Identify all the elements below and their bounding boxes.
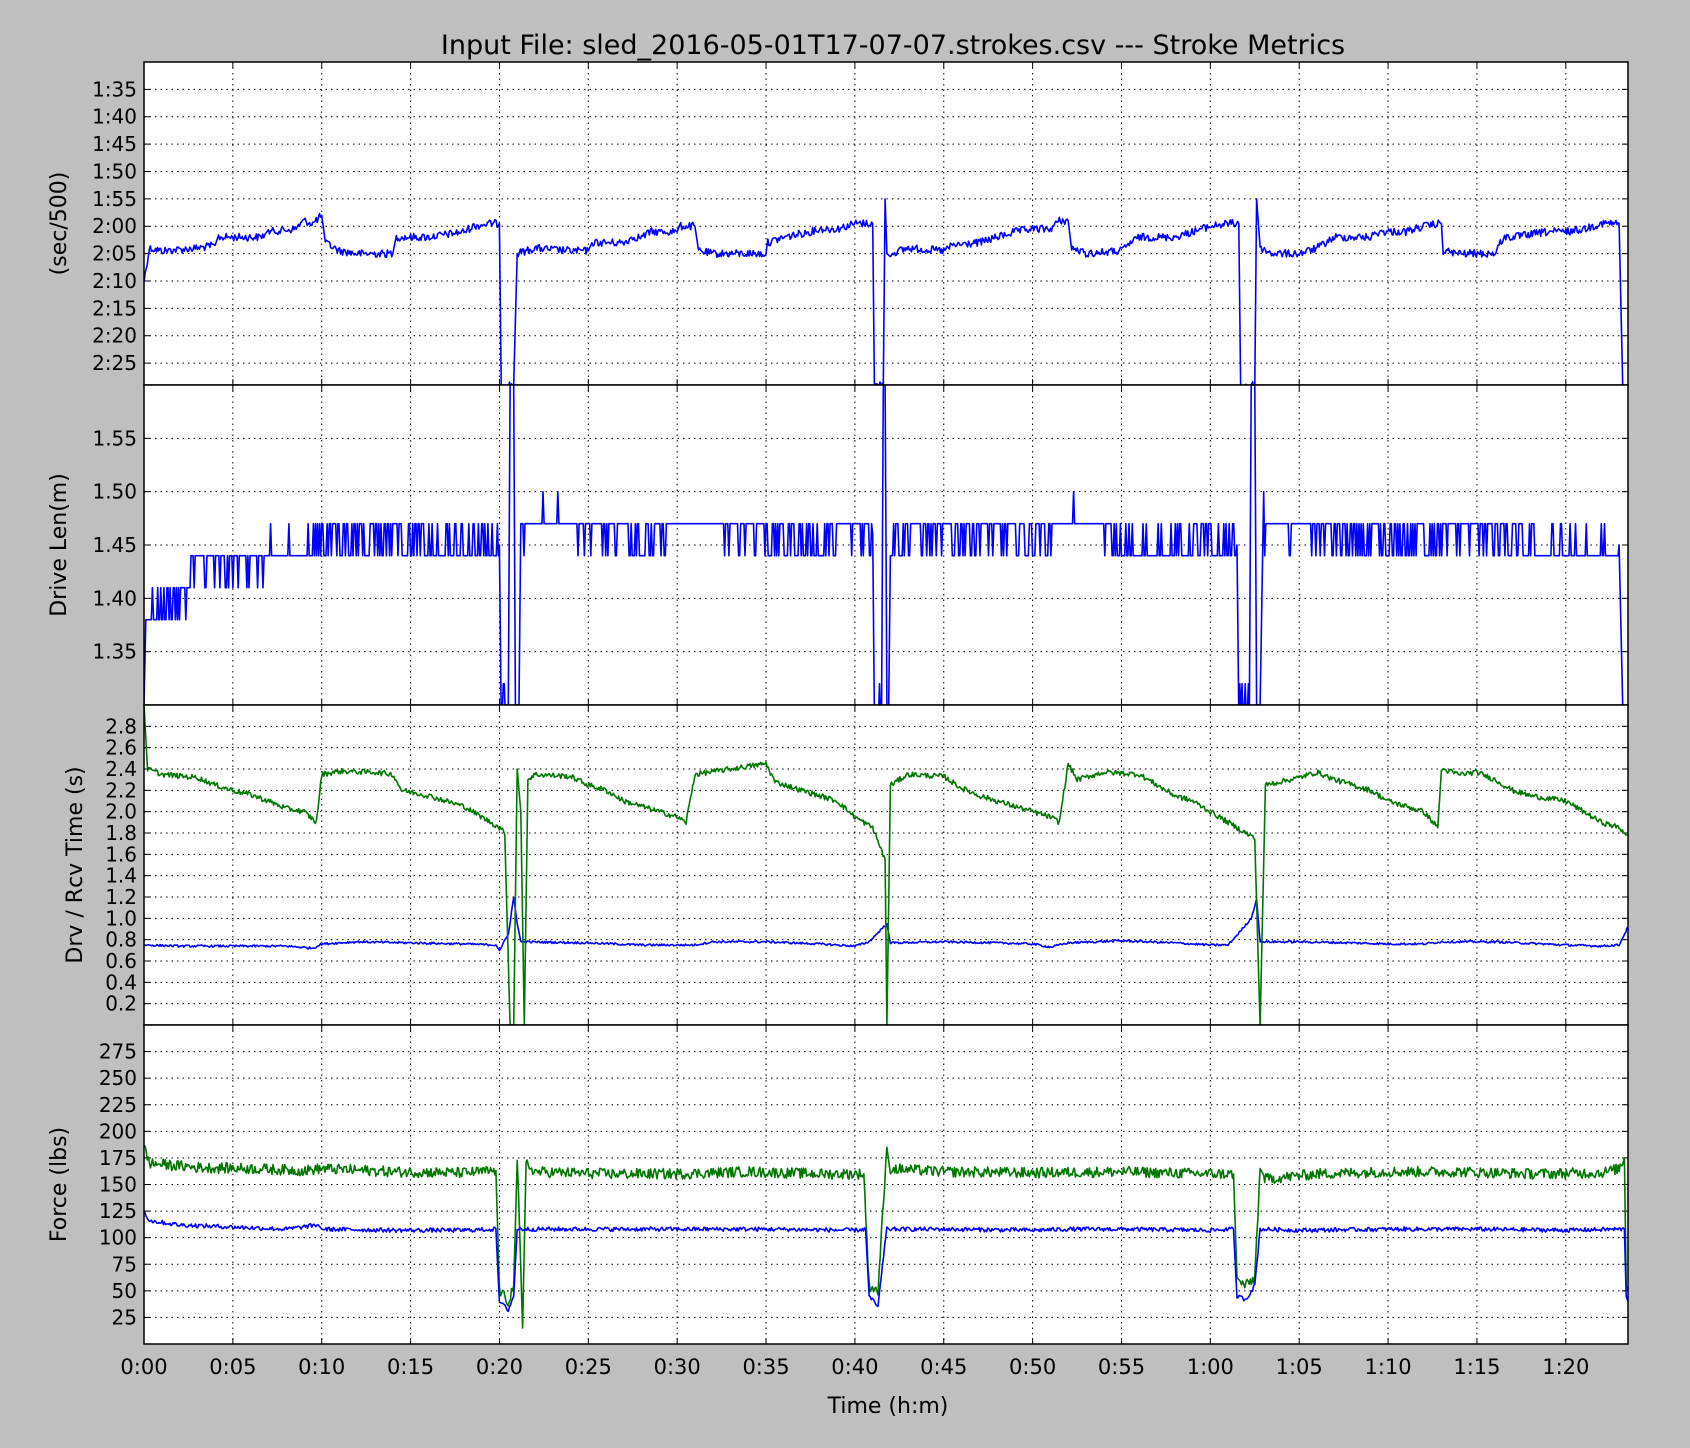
y-axis-label: Force (lbs) — [47, 1127, 72, 1242]
y-tick-label: 1:40 — [92, 105, 137, 129]
x-tick-label: 0:40 — [831, 1355, 878, 1379]
y-tick-label: 1:50 — [92, 159, 137, 183]
y-tick-label: 2.0 — [105, 800, 137, 824]
x-tick-label: 1:05 — [1276, 1355, 1323, 1379]
subplot-panels: 1:35 1:40 1:45 1:50 1:55 2:00 2:05 2:10 2:15 2:20… — [47, 61, 1629, 1345]
series-line-2 — [144, 705, 1628, 1025]
y-tick-label: 1.0 — [105, 906, 137, 930]
y-tick-label: 125 — [99, 1199, 137, 1223]
y-tick-label: 175 — [99, 1146, 137, 1170]
y-axis-label: (sec/500) — [47, 172, 72, 276]
y-tick-label: 100 — [99, 1226, 137, 1250]
y-tick-label: 200 — [99, 1119, 137, 1143]
y-tick-label: 25 — [112, 1305, 137, 1329]
y-tick-label: 1.55 — [92, 426, 137, 450]
y-axis-label: Drv / Rcv Time (s) — [63, 766, 88, 963]
y-tick-label: 75 — [112, 1252, 137, 1276]
subplot-2: 1.35 1.40 1.45 1.50 1.55 Drive Len(m) — [47, 384, 1629, 706]
y-tick-label: 1.6 — [105, 842, 137, 866]
x-axis-ticks: 0:00 0:05 0:10 0:15 0:20 0:25 0:30 0:35 0:40 0:45… — [120, 1355, 1589, 1379]
x-tick-label: 0:05 — [209, 1355, 256, 1379]
series-line-1 — [144, 1144, 1628, 1329]
y-tick-label: 1.50 — [92, 480, 137, 504]
y-tick-label: 2:05 — [92, 242, 137, 266]
y-tick-label: 2.2 — [105, 778, 137, 802]
y-tick-label: 2:20 — [92, 324, 137, 348]
y-tick-label: 1:35 — [92, 77, 137, 101]
series-line-1 — [144, 198, 1624, 385]
x-tick-label: 0:00 — [120, 1355, 167, 1379]
x-tick-label: 1:10 — [1364, 1355, 1411, 1379]
y-tick-label: 1.45 — [92, 533, 137, 557]
x-tick-label: 0:35 — [742, 1355, 789, 1379]
x-tick-label: 1:15 — [1453, 1355, 1500, 1379]
y-tick-label: 2.8 — [105, 714, 137, 738]
y-tick-label: 1.8 — [105, 821, 137, 845]
subplot-3: 0.20.40.60.81.01.21.41.61.82.02.22.42.62… — [63, 704, 1629, 1026]
y-tick-label: 2:10 — [92, 269, 137, 293]
plot-area-background — [144, 1025, 1628, 1344]
x-axis-label: Time (h:m) — [827, 1394, 949, 1419]
y-tick-label: 275 — [99, 1040, 137, 1064]
x-tick-label: 0:20 — [476, 1355, 523, 1379]
x-tick-label: 1:20 — [1542, 1355, 1589, 1379]
x-tick-label: 0:25 — [565, 1355, 612, 1379]
series-line-1 — [144, 385, 1624, 705]
y-tick-label: 1.35 — [92, 640, 137, 664]
x-tick-label: 0:45 — [920, 1355, 967, 1379]
y-tick-label: 1:55 — [92, 187, 137, 211]
y-tick-label: 150 — [99, 1173, 137, 1197]
y-tick-label: 2.4 — [105, 757, 137, 781]
series-line-2 — [144, 1210, 1628, 1313]
x-tick-label: 0:30 — [654, 1355, 701, 1379]
x-tick-label: 0:50 — [1009, 1355, 1056, 1379]
subplot-1: 1:35 1:40 1:45 1:50 1:55 2:00 2:05 2:10 2:15 2:20… — [47, 61, 1629, 386]
figure-title: Input File: sled_2016-05-01T17-07-07.str… — [441, 30, 1345, 61]
y-tick-label: 2.6 — [105, 736, 137, 760]
y-tick-label: 2:00 — [92, 214, 137, 238]
y-axis-label: Drive Len(m) — [47, 473, 72, 617]
x-tick-label: 0:10 — [298, 1355, 345, 1379]
y-tick-label: 50 — [112, 1279, 137, 1303]
series-line-1 — [144, 896, 1628, 952]
y-tick-label: 2:25 — [92, 351, 137, 375]
y-tick-label: 0.6 — [105, 949, 137, 973]
y-tick-label: 1.40 — [92, 586, 137, 610]
plot-frame — [143, 1024, 1629, 1345]
x-tick-label: 0:15 — [387, 1355, 434, 1379]
y-tick-label: 1:45 — [92, 132, 137, 156]
y-tick-label: 225 — [99, 1093, 137, 1117]
x-tick-label: 0:55 — [1098, 1355, 1145, 1379]
y-tick-label: 1.2 — [105, 885, 137, 909]
y-tick-label: 0.4 — [105, 970, 137, 994]
x-tick-label: 1:00 — [1187, 1355, 1234, 1379]
y-tick-label: 2:15 — [92, 296, 137, 320]
y-tick-label: 250 — [99, 1066, 137, 1090]
y-tick-label: 0.8 — [105, 928, 137, 952]
y-tick-label: 1.4 — [105, 864, 137, 888]
y-tick-label: 0.2 — [105, 992, 137, 1016]
